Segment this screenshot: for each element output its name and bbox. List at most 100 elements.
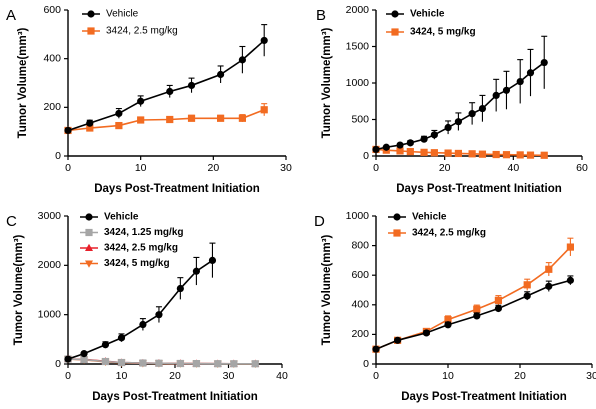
x-axis-title: Days Post-Treatment Initiation (401, 391, 567, 403)
y-tick-label: 500 (351, 113, 369, 125)
legend-label: Vehicle (106, 9, 139, 20)
y-axis-title: Tumor Volume(mm³) (321, 27, 333, 138)
y-tick-label: 1000 (38, 308, 62, 320)
data-point (430, 149, 438, 157)
legend-marker (391, 10, 399, 18)
x-tick-label: 30 (223, 370, 235, 382)
data-point (523, 292, 531, 300)
data-point (372, 345, 380, 353)
x-tick-label: 40 (507, 162, 519, 174)
series-1 (64, 242, 217, 363)
series-line (375, 246, 571, 350)
data-point (187, 114, 196, 122)
x-tick-label: 60 (576, 162, 588, 174)
y-tick-label: 0 (363, 358, 369, 370)
y-tick-label: 0 (55, 358, 61, 370)
legend-marker (87, 10, 95, 18)
x-tick-label: 40 (276, 370, 288, 382)
data-point (526, 151, 535, 159)
legend-label: 3424, 5 mg/kg (410, 27, 476, 38)
data-point (492, 91, 500, 100)
data-point (155, 311, 163, 319)
data-point (166, 115, 174, 124)
y-tick-label: 800 (351, 239, 369, 251)
x-tick-label: 30 (586, 370, 596, 382)
y-tick-label: 600 (43, 4, 61, 16)
data-point (396, 147, 404, 155)
data-point (526, 69, 535, 77)
data-point (86, 119, 94, 127)
series-line (67, 259, 213, 360)
data-point (502, 86, 511, 94)
data-point (176, 359, 184, 368)
legend-label: Vehicle (410, 9, 445, 20)
data-point (406, 139, 414, 147)
legend-label: 3424, 2.5 mg/kg (104, 243, 178, 254)
y-tick-label: 600 (351, 269, 369, 281)
panel-b: B 0 500 1000 1500 2000 0 20 40 60 Days Post-Treatm… (316, 4, 588, 195)
x-tick-label: 0 (373, 370, 379, 382)
data-point (230, 360, 238, 368)
data-point (566, 243, 574, 251)
data-point (115, 109, 123, 118)
data-point (80, 350, 88, 358)
x-axis-title: Days Post-Treatment Initiation (94, 183, 260, 195)
data-point (478, 150, 487, 158)
legend-label: 3424, 2.5 mg/kg (412, 228, 486, 239)
data-point (516, 77, 524, 86)
data-point (420, 148, 428, 156)
legend: Vehicle 3424, 1.25 mg/kg 3424, 2.5 mg/kg 34… (80, 212, 184, 269)
series-line (375, 279, 571, 350)
x-tick-label: 0 (65, 162, 71, 174)
x-tick-label: 10 (442, 370, 454, 382)
x-tick-label: 0 (373, 162, 379, 174)
panel-c: C 0 1000 2000 3000 0 10 20 30 40 Days Post-Treatme… (6, 210, 288, 403)
panel-label: B (316, 7, 326, 24)
data-point (166, 87, 174, 96)
y-tick-label: 400 (43, 52, 61, 64)
data-point (238, 56, 246, 64)
legend-label: 3424, 5 mg/kg (104, 258, 170, 269)
series-1 (372, 275, 575, 353)
data-point (396, 141, 404, 149)
data-point (444, 321, 452, 329)
data-point (238, 114, 246, 122)
data-point (214, 360, 222, 368)
data-point (217, 70, 225, 79)
y-tick-label: 1500 (346, 40, 370, 52)
legend-label: 3424, 1.25 mg/kg (104, 227, 184, 238)
panel-label: C (6, 213, 17, 230)
data-point (217, 114, 225, 122)
data-point (155, 359, 163, 367)
y-axis-title: Tumor Volume(mm³) (321, 234, 333, 345)
legend-marker (85, 243, 93, 251)
data-point (444, 123, 452, 132)
data-point (139, 359, 147, 367)
y-tick-label: 1000 (346, 210, 370, 222)
data-point (64, 126, 72, 135)
data-point (187, 81, 196, 90)
data-point (502, 151, 511, 159)
x-tick-label: 20 (207, 162, 219, 174)
data-point (523, 281, 531, 289)
panel-a: A 0 200 400 600 0 10 20 30 Days Post-Treatment In… (6, 4, 292, 195)
data-point (566, 276, 575, 284)
data-point (468, 150, 476, 158)
data-point (473, 312, 481, 320)
data-point (137, 97, 145, 105)
y-axis-title: Tumor Volume(mm³) (13, 234, 25, 345)
y-tick-label: 3000 (38, 210, 62, 222)
data-point (86, 124, 94, 132)
data-point (115, 121, 123, 130)
data-point (494, 296, 502, 304)
data-point (540, 151, 548, 159)
data-point (260, 36, 268, 45)
panel-d: D 0 200 400 600 800 1000 0 10 20 30 Days Post-Treat… (314, 210, 596, 403)
series-2 (64, 103, 268, 135)
data-point (137, 116, 145, 124)
data-point (444, 316, 452, 324)
data-point (139, 320, 147, 329)
legend-marker (393, 213, 401, 221)
legend: Vehicle 3424, 2.5 mg/kg (82, 9, 178, 37)
